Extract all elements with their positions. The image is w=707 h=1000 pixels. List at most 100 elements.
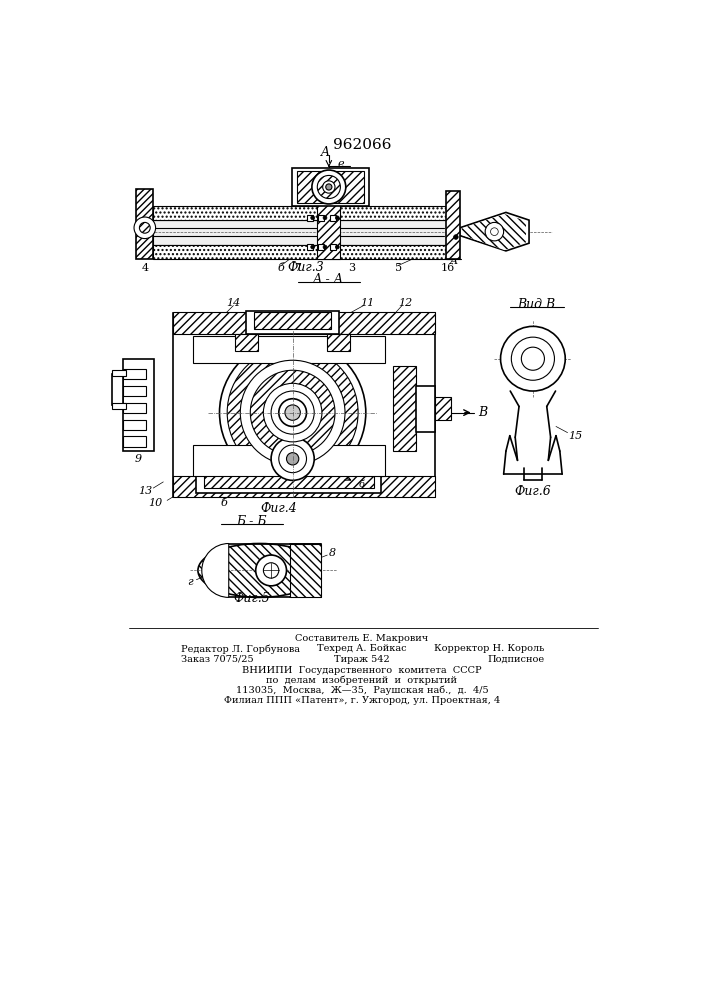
Text: Заказ 7075/25: Заказ 7075/25: [181, 654, 254, 664]
Text: В: В: [478, 406, 487, 419]
Circle shape: [326, 184, 332, 190]
Circle shape: [323, 245, 327, 249]
Text: 14: 14: [226, 298, 240, 308]
Text: 12: 12: [399, 298, 413, 308]
Bar: [329, 244, 336, 250]
Text: 13: 13: [139, 486, 153, 496]
Text: e: e: [338, 159, 344, 169]
Circle shape: [264, 563, 279, 578]
Circle shape: [491, 228, 498, 235]
Text: 962066: 962066: [333, 138, 391, 152]
Bar: [153, 206, 454, 220]
Bar: [112, 403, 126, 409]
Wedge shape: [201, 544, 229, 597]
Circle shape: [271, 437, 314, 480]
Circle shape: [501, 326, 565, 391]
Text: Вид В: Вид В: [518, 298, 556, 311]
Bar: [197, 451, 381, 493]
Text: A: A: [320, 146, 329, 159]
Text: б: б: [359, 480, 365, 489]
Bar: [173, 312, 435, 334]
Circle shape: [134, 217, 156, 239]
Text: 9: 9: [135, 454, 142, 464]
Circle shape: [335, 245, 339, 249]
Text: ВНИИПИ  Государственного  комитета  СССР: ВНИИПИ Государственного комитета СССР: [242, 666, 481, 675]
Text: Б - Б: Б - Б: [237, 515, 267, 528]
Bar: [123, 420, 146, 430]
Text: 4: 4: [142, 263, 149, 273]
Circle shape: [264, 383, 322, 442]
Bar: [318, 215, 325, 221]
Circle shape: [521, 347, 544, 370]
Bar: [136, 189, 153, 259]
Text: Фиг.4: Фиг.4: [260, 502, 297, 515]
Ellipse shape: [198, 544, 321, 597]
Circle shape: [323, 216, 327, 220]
Bar: [254, 312, 331, 329]
Bar: [393, 366, 416, 451]
Text: 7: 7: [295, 263, 302, 273]
Bar: [173, 476, 435, 497]
Circle shape: [311, 245, 315, 249]
Bar: [435, 397, 450, 420]
Text: б: б: [278, 263, 284, 273]
Bar: [153, 245, 454, 259]
Bar: [318, 244, 325, 250]
Circle shape: [271, 391, 314, 434]
Text: 113035,  Москва,  Ж—35,  Раушская наб.,  д.  4/5: 113035, Москва, Ж—35, Раушская наб., д. …: [235, 686, 489, 695]
Bar: [446, 191, 460, 259]
Bar: [416, 386, 435, 432]
Circle shape: [317, 175, 340, 199]
Bar: [317, 191, 340, 259]
Circle shape: [454, 235, 458, 239]
Bar: [329, 215, 336, 221]
Bar: [123, 359, 154, 451]
Text: 5: 5: [395, 263, 402, 273]
Bar: [292, 168, 369, 206]
Circle shape: [312, 170, 346, 204]
Circle shape: [256, 555, 286, 586]
Text: Корректор Н. Король: Корректор Н. Король: [434, 644, 544, 653]
Bar: [123, 386, 146, 396]
Text: A: A: [450, 256, 457, 266]
Circle shape: [286, 453, 299, 465]
Circle shape: [511, 337, 554, 380]
Text: б: б: [220, 498, 227, 508]
Bar: [153, 220, 454, 245]
Text: г: г: [187, 577, 193, 587]
Circle shape: [250, 370, 335, 455]
Bar: [123, 369, 146, 379]
Text: Фиг.3: Фиг.3: [287, 261, 324, 274]
Circle shape: [139, 222, 150, 233]
Circle shape: [311, 216, 315, 220]
Bar: [296, 171, 364, 203]
Text: Составитель Е. Макрович: Составитель Е. Макрович: [296, 634, 428, 643]
Text: 16: 16: [441, 263, 455, 273]
Bar: [247, 311, 339, 334]
Bar: [123, 436, 146, 447]
Text: А - А: А - А: [313, 273, 344, 286]
Bar: [112, 374, 123, 405]
Polygon shape: [461, 214, 526, 250]
Circle shape: [279, 399, 307, 426]
Text: Филиал ППП «Патент», г. Ужгород, ул. Проектная, 4: Филиал ППП «Патент», г. Ужгород, ул. Про…: [224, 696, 500, 705]
Text: 8: 8: [329, 548, 337, 558]
Circle shape: [227, 347, 358, 478]
Circle shape: [240, 360, 345, 465]
Bar: [173, 312, 435, 497]
Polygon shape: [460, 212, 529, 251]
Bar: [307, 244, 312, 250]
Circle shape: [322, 181, 335, 193]
Circle shape: [219, 339, 366, 486]
Text: 10: 10: [148, 498, 163, 508]
Circle shape: [335, 216, 339, 220]
Bar: [112, 370, 126, 376]
Bar: [204, 457, 373, 488]
Text: Фиг.5: Фиг.5: [233, 592, 270, 605]
Bar: [291, 544, 321, 597]
Text: Тираж 542: Тираж 542: [334, 654, 390, 664]
Circle shape: [485, 222, 503, 241]
Bar: [192, 336, 385, 363]
Bar: [307, 215, 312, 221]
Bar: [327, 334, 351, 351]
